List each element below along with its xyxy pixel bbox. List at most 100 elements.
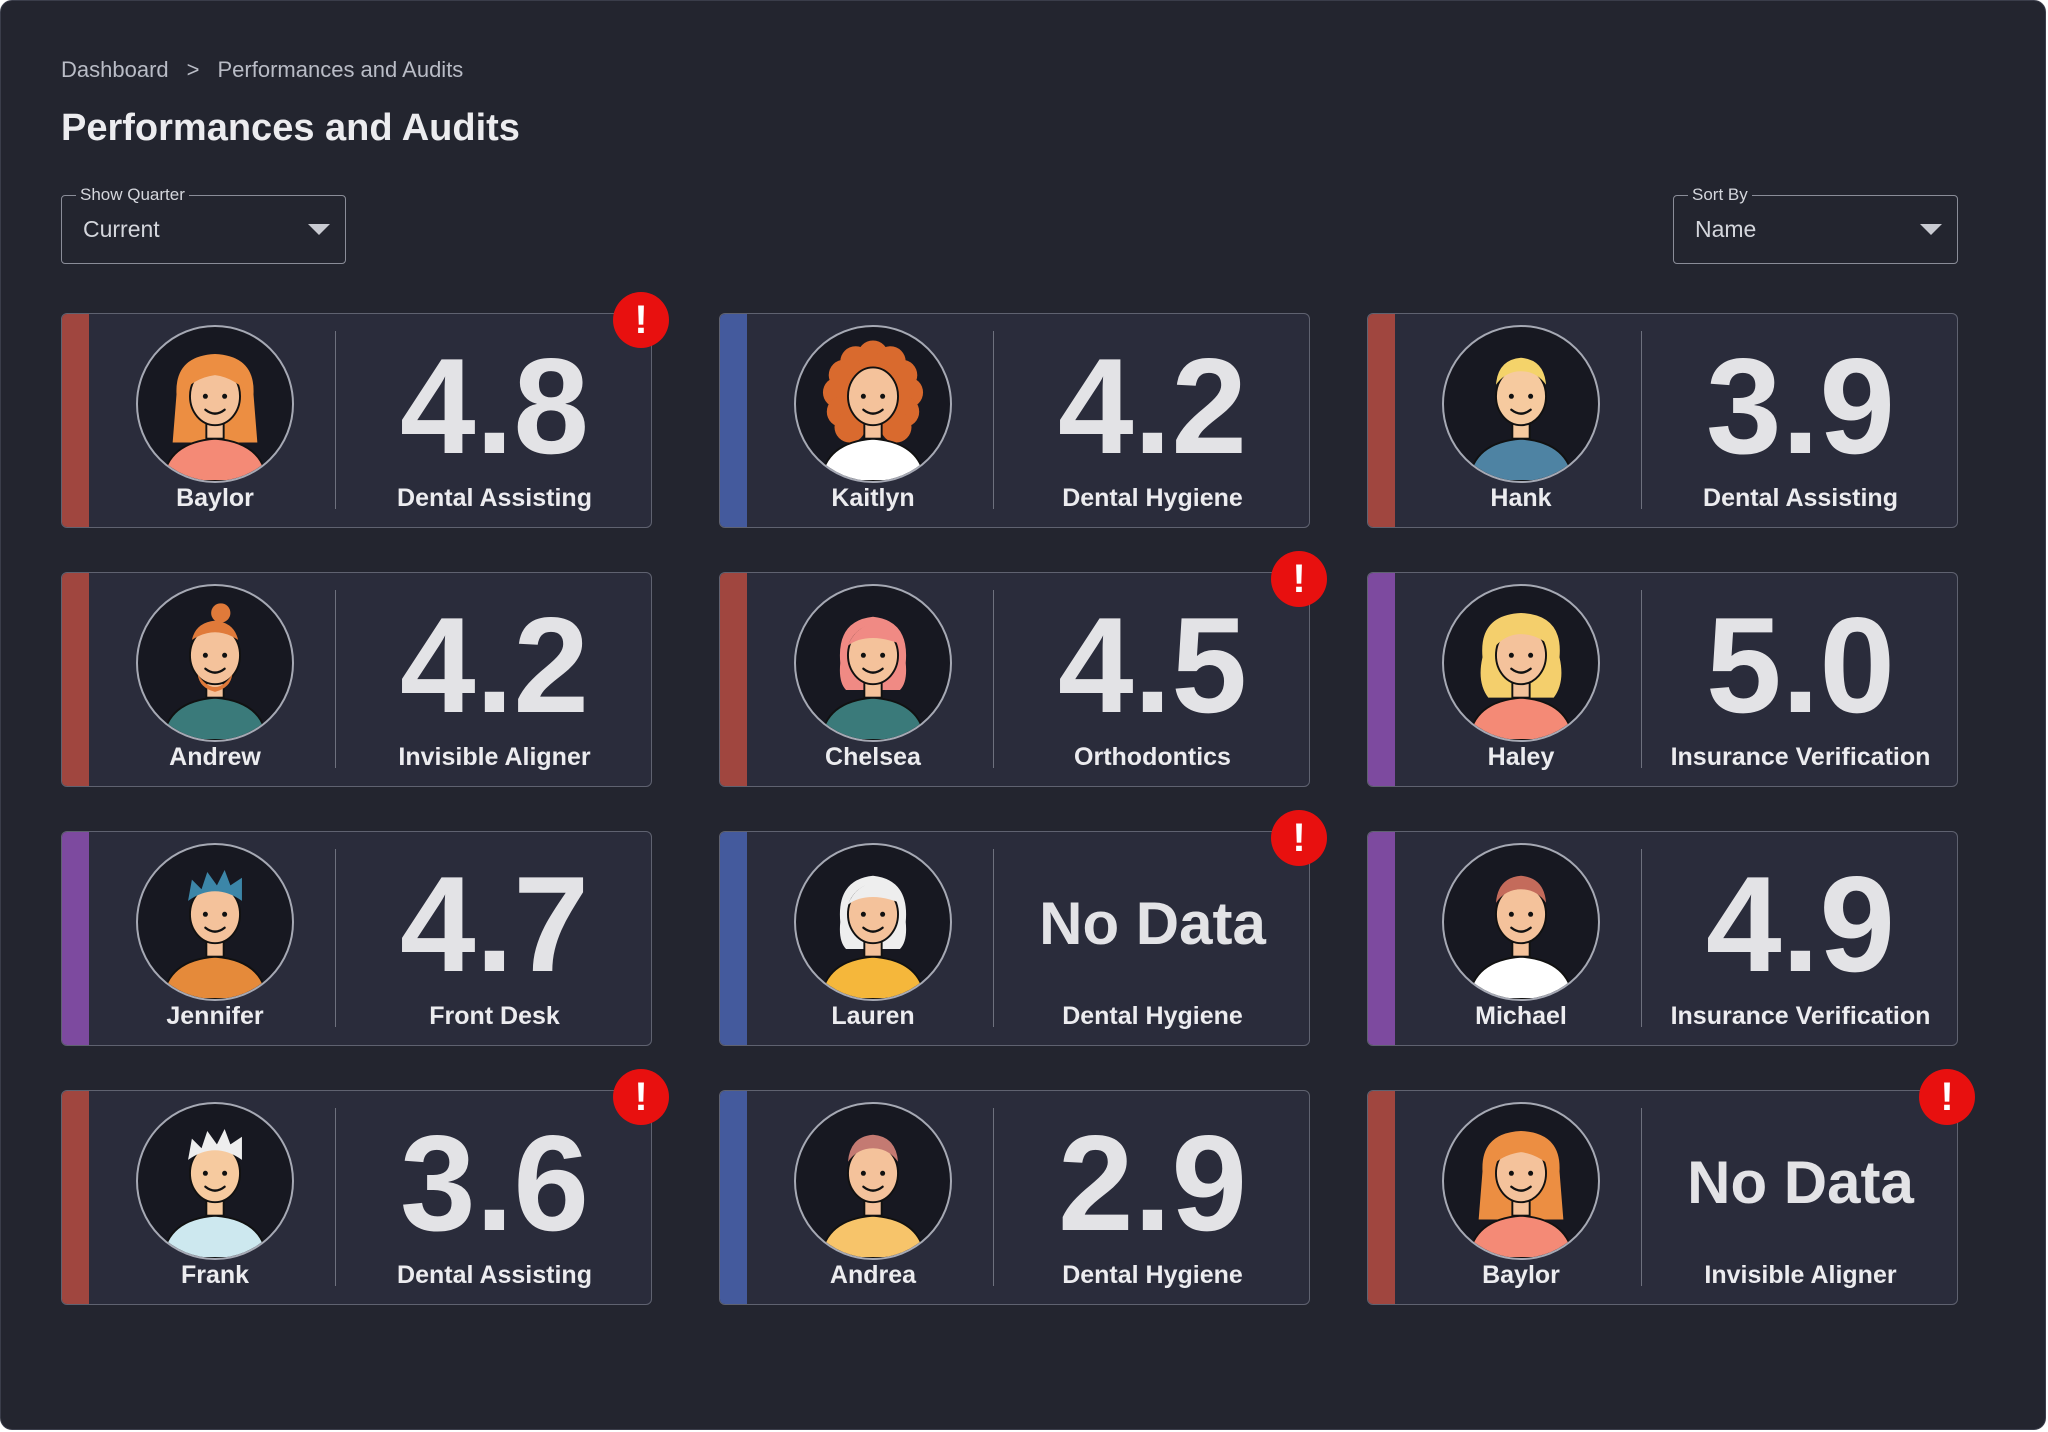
breadcrumb: Dashboard > Performances and Audits bbox=[61, 57, 463, 83]
performance-card[interactable]: Andrew 4.2 Invisible Aligner bbox=[61, 572, 652, 787]
exclamation-icon[interactable]: ! bbox=[1919, 1069, 1975, 1125]
department-label: Invisible Aligner bbox=[1704, 1261, 1897, 1289]
department-color-stripe bbox=[62, 314, 89, 527]
performance-card[interactable]: Lauren No Data Dental Hygiene! bbox=[719, 810, 1327, 1046]
card-divider bbox=[1641, 849, 1642, 1027]
breadcrumb-separator: > bbox=[186, 57, 200, 82]
department-label: Invisible Aligner bbox=[398, 743, 591, 771]
performance-score: 4.9 bbox=[1705, 848, 1896, 1000]
card-divider bbox=[335, 1108, 336, 1286]
employee-name: Michael bbox=[1475, 1002, 1567, 1030]
department-color-stripe bbox=[720, 314, 747, 527]
performance-score: 5.0 bbox=[1705, 589, 1896, 741]
card-divider bbox=[993, 849, 994, 1027]
card-divider bbox=[1641, 1108, 1642, 1286]
performance-card[interactable]: Frank 3.6 Dental Assisting! bbox=[61, 1069, 669, 1305]
card-divider bbox=[335, 849, 336, 1027]
performance-score: 3.6 bbox=[399, 1107, 590, 1259]
employee-name: Hank bbox=[1490, 484, 1552, 512]
show-quarter-value: Current bbox=[83, 216, 160, 242]
performance-score: No Data bbox=[1039, 890, 1266, 957]
employee-name: Jennifer bbox=[166, 1002, 264, 1030]
avatar bbox=[136, 1102, 294, 1260]
department-color-stripe bbox=[1368, 573, 1395, 786]
show-quarter-select[interactable]: Show Quarter Current bbox=[61, 185, 346, 264]
performance-score: 4.2 bbox=[399, 589, 590, 741]
employee-name: Kaitlyn bbox=[831, 484, 915, 512]
avatar bbox=[1442, 1102, 1600, 1260]
avatar bbox=[136, 584, 294, 742]
employee-name: Chelsea bbox=[825, 743, 921, 771]
performance-score: 2.9 bbox=[1057, 1107, 1248, 1259]
card-divider bbox=[1641, 331, 1642, 509]
breadcrumb-dashboard-link[interactable]: Dashboard bbox=[61, 57, 169, 82]
performance-score: 4.8 bbox=[399, 330, 590, 482]
card-divider bbox=[1641, 590, 1642, 768]
employee-name: Lauren bbox=[831, 1002, 915, 1030]
performance-score: 3.9 bbox=[1705, 330, 1896, 482]
page-title: Performances and Audits bbox=[61, 107, 520, 149]
department-label: Dental Assisting bbox=[397, 484, 592, 512]
performance-card[interactable]: Chelsea 4.5 Orthodontics! bbox=[719, 551, 1327, 787]
department-label: Orthodontics bbox=[1074, 743, 1231, 771]
card-divider bbox=[993, 331, 994, 509]
performance-score: 4.5 bbox=[1057, 589, 1248, 741]
card-divider bbox=[335, 331, 336, 509]
sort-by-label: Sort By bbox=[1688, 185, 1752, 205]
performance-card[interactable]: Michael 4.9 Insurance Verification bbox=[1367, 831, 1958, 1046]
avatar bbox=[136, 843, 294, 1001]
performance-card[interactable]: Andrea 2.9 Dental Hygiene bbox=[719, 1090, 1310, 1305]
department-label: Insurance Verification bbox=[1670, 743, 1931, 771]
employee-name: Baylor bbox=[1482, 1261, 1560, 1289]
performance-card[interactable]: Kaitlyn 4.2 Dental Hygiene bbox=[719, 313, 1310, 528]
exclamation-icon[interactable]: ! bbox=[1271, 810, 1327, 866]
avatar bbox=[1442, 325, 1600, 483]
card-divider bbox=[993, 1108, 994, 1286]
card-divider bbox=[993, 590, 994, 768]
department-color-stripe bbox=[62, 573, 89, 786]
performance-score: No Data bbox=[1687, 1149, 1914, 1216]
department-label: Dental Assisting bbox=[1703, 484, 1898, 512]
performance-card[interactable]: Haley 5.0 Insurance Verification bbox=[1367, 572, 1958, 787]
avatar bbox=[1442, 843, 1600, 1001]
chevron-down-icon bbox=[1920, 224, 1942, 235]
department-color-stripe bbox=[1368, 314, 1395, 527]
avatar bbox=[794, 1102, 952, 1260]
employee-name: Haley bbox=[1487, 743, 1555, 771]
department-label: Dental Assisting bbox=[397, 1261, 592, 1289]
employee-name: Andrew bbox=[169, 743, 261, 771]
department-label: Dental Hygiene bbox=[1062, 1261, 1243, 1289]
department-color-stripe bbox=[720, 832, 747, 1045]
sort-by-value: Name bbox=[1695, 216, 1757, 242]
avatar bbox=[1442, 584, 1600, 742]
performance-card[interactable]: Hank 3.9 Dental Assisting bbox=[1367, 313, 1958, 528]
employee-name: Baylor bbox=[176, 484, 254, 512]
show-quarter-label: Show Quarter bbox=[76, 185, 189, 205]
performance-score: 4.7 bbox=[399, 848, 590, 1000]
department-label: Dental Hygiene bbox=[1062, 484, 1243, 512]
exclamation-icon[interactable]: ! bbox=[613, 292, 669, 348]
department-color-stripe bbox=[720, 1091, 747, 1304]
department-label: Dental Hygiene bbox=[1062, 1002, 1243, 1030]
performance-card[interactable]: Jennifer 4.7 Front Desk bbox=[61, 831, 652, 1046]
avatar bbox=[794, 325, 952, 483]
performance-score: 4.2 bbox=[1057, 330, 1248, 482]
employee-name: Frank bbox=[180, 1261, 250, 1289]
exclamation-icon[interactable]: ! bbox=[1271, 551, 1327, 607]
exclamation-icon[interactable]: ! bbox=[613, 1069, 669, 1125]
avatar bbox=[794, 843, 952, 1001]
avatar bbox=[136, 325, 294, 483]
avatar bbox=[794, 584, 952, 742]
department-color-stripe bbox=[62, 1091, 89, 1304]
performance-card[interactable]: Baylor No Data Invisible Aligner! bbox=[1367, 1069, 1975, 1305]
department-color-stripe bbox=[1368, 1091, 1395, 1304]
employee-name: Andrea bbox=[829, 1261, 917, 1289]
sort-by-select[interactable]: Sort By Name bbox=[1673, 185, 1958, 264]
department-color-stripe bbox=[1368, 832, 1395, 1045]
department-color-stripe bbox=[720, 573, 747, 786]
card-divider bbox=[335, 590, 336, 768]
performance-card[interactable]: Baylor 4.8 Dental Assisting! bbox=[61, 292, 669, 528]
department-label: Insurance Verification bbox=[1670, 1002, 1931, 1030]
